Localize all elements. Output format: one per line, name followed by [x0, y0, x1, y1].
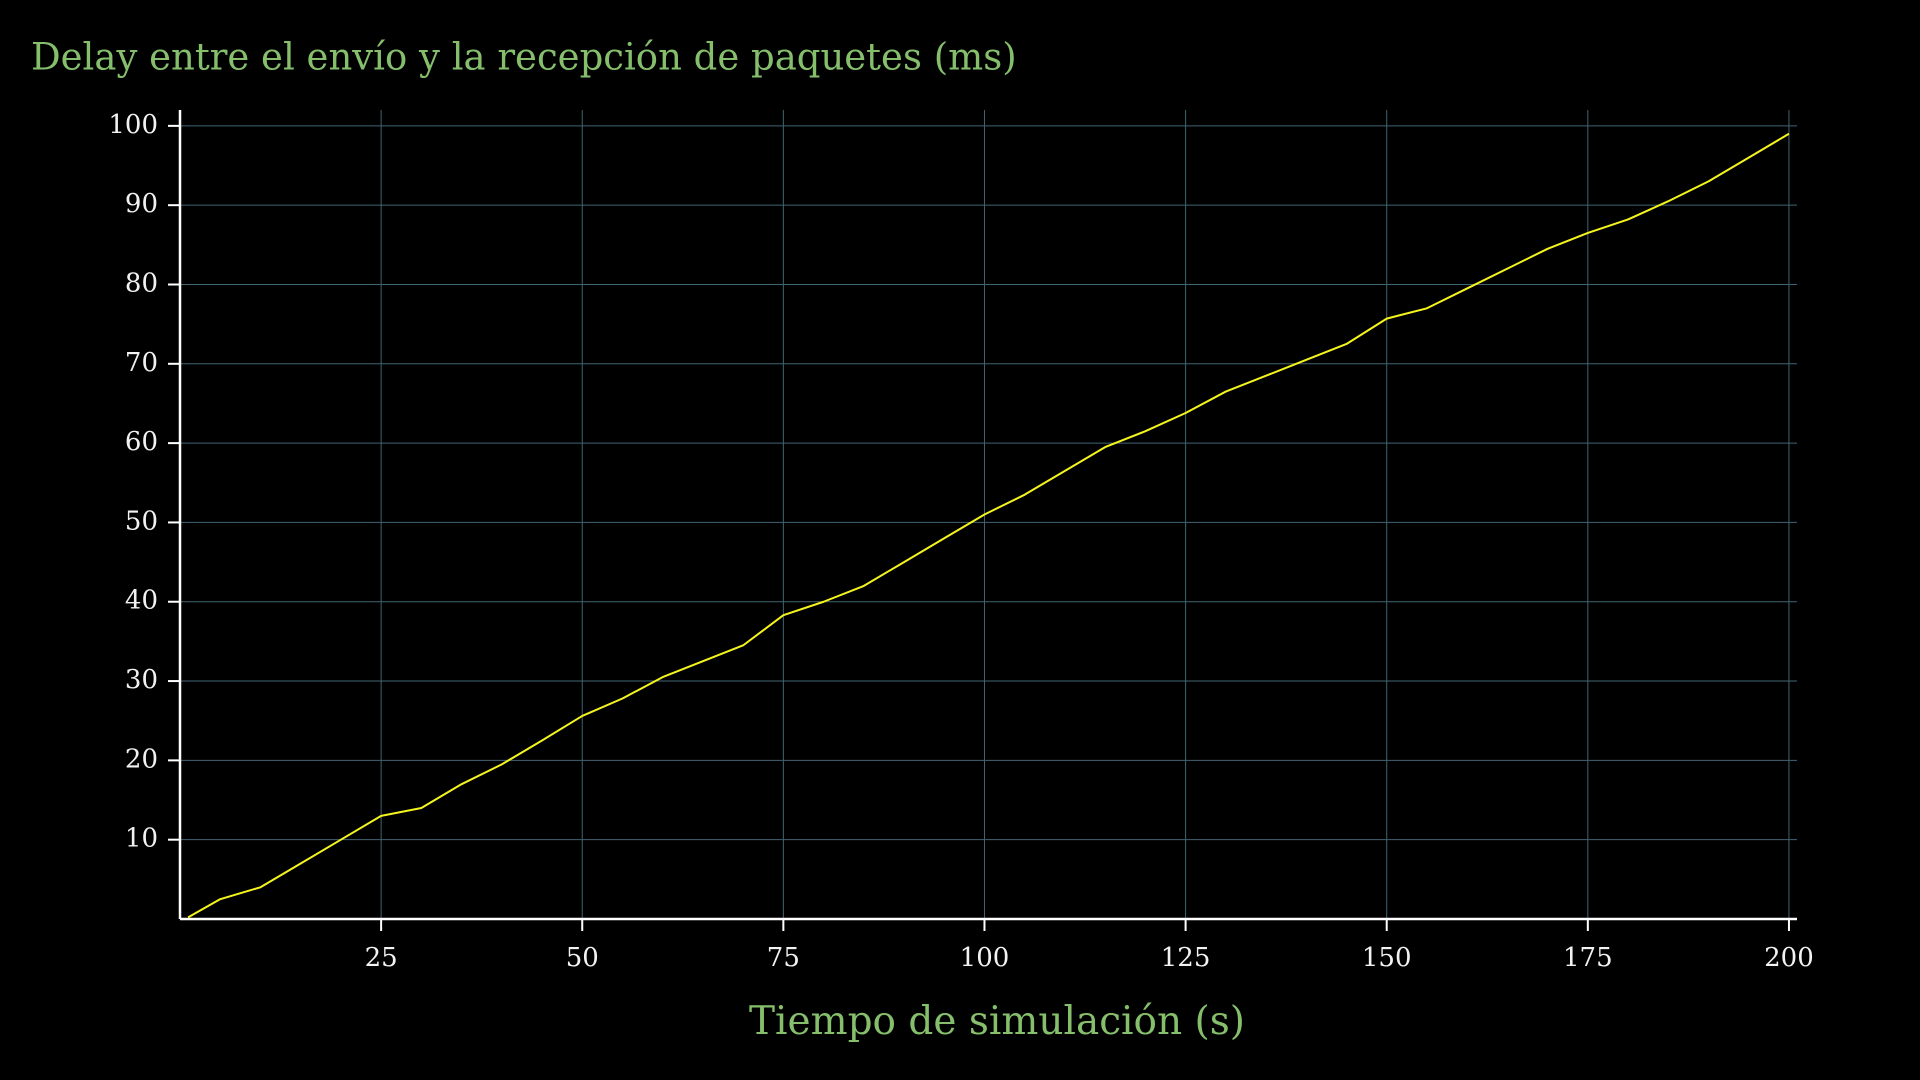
y-tick-label: 10: [125, 824, 158, 854]
y-tick-label: 100: [108, 110, 158, 140]
y-tick-label: 20: [125, 744, 158, 774]
y-tick-label: 90: [125, 189, 158, 219]
chart-title: Delay entre el envío y la recepción de p…: [31, 36, 1017, 79]
y-tick-label: 50: [125, 506, 158, 536]
x-tick-label: 100: [960, 943, 1010, 973]
y-tick-label: 30: [125, 665, 158, 695]
x-tick-label: 75: [767, 943, 800, 973]
x-axis-label: Tiempo de simulación (s): [749, 999, 1245, 1044]
x-tick-label: 25: [365, 943, 398, 973]
y-tick-label: 40: [125, 586, 158, 616]
x-tick-label: 200: [1764, 943, 1814, 973]
x-tick-label: 125: [1161, 943, 1211, 973]
y-tick-label: 80: [125, 268, 158, 298]
x-tick-label: 150: [1362, 943, 1412, 973]
y-tick-label: 70: [125, 348, 158, 378]
x-tick-label: 50: [566, 943, 599, 973]
data-line: [187, 132, 1790, 919]
x-tick-label: 175: [1563, 943, 1613, 973]
y-tick-label: 60: [125, 427, 158, 457]
